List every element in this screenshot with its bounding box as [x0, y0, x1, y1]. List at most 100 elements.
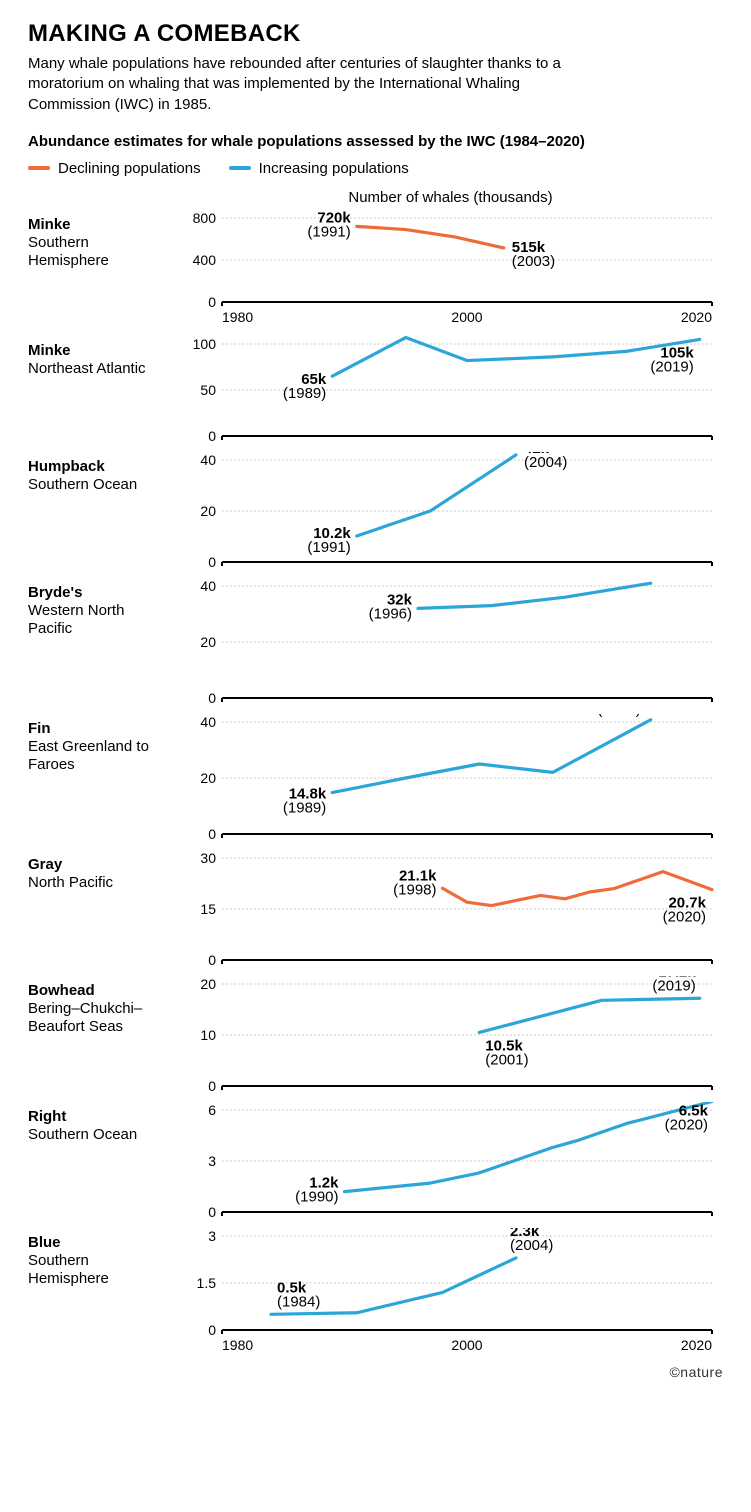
species-name: Gray — [28, 856, 168, 874]
row-label: MinkeNortheast Atlantic — [28, 336, 178, 446]
svg-text:1980: 1980 — [222, 1337, 253, 1353]
chart-row: MinkeSouthern Hemisphere0400800198020002… — [28, 210, 723, 330]
credit-footer: ©nature — [28, 1364, 723, 1380]
svg-text:(2004): (2004) — [524, 454, 567, 471]
species-name: Bryde's — [28, 584, 168, 602]
region-name: Southern Hemisphere — [28, 234, 168, 270]
legend-label-increasing: Increasing populations — [259, 160, 409, 177]
region-name: East Greenland to Faroes — [28, 738, 168, 774]
svg-text:3: 3 — [208, 1228, 216, 1244]
svg-text:0: 0 — [208, 1322, 216, 1338]
row-label: HumpbackSouthern Ocean — [28, 452, 178, 572]
svg-text:3: 3 — [208, 1153, 216, 1169]
legend-swatch-declining — [28, 166, 50, 170]
svg-text:(1998): (1998) — [393, 881, 436, 898]
svg-text:(2015): (2015) — [655, 578, 698, 579]
svg-text:15: 15 — [200, 901, 216, 917]
y-axis-title: Number of whales (thousands) — [28, 189, 723, 206]
svg-text:400: 400 — [193, 252, 217, 268]
chart-subtitle: Abundance estimates for whale population… — [28, 133, 723, 150]
row-label: GrayNorth Pacific — [28, 850, 178, 970]
svg-text:0: 0 — [208, 554, 216, 570]
species-name: Bowhead — [28, 982, 168, 1000]
svg-text:(2001): (2001) — [485, 1051, 528, 1068]
svg-text:(1996): (1996) — [369, 605, 412, 622]
row-label: BowheadBering–Chukchi–Beaufort Seas — [28, 976, 178, 1096]
legend-item-increasing: Increasing populations — [229, 160, 409, 177]
svg-text:(2019): (2019) — [652, 977, 695, 994]
region-name: North Pacific — [28, 874, 168, 892]
legend-label-declining: Declining populations — [58, 160, 201, 177]
chart-row: BlueSouthern Hemisphere 0 1.5 3 1980 2000 2020… — [28, 1228, 723, 1358]
region-name: Southern Ocean — [28, 476, 168, 494]
svg-text:1.5: 1.5 — [197, 1275, 217, 1291]
svg-text:(2004): (2004) — [510, 1237, 553, 1254]
chart-row: HumpbackSouthern Ocean0204010.2k(1991)42… — [28, 452, 723, 572]
row-label: RightSouthern Ocean — [28, 1102, 178, 1222]
chart-plot: 0204032k(1996)41k(2015) — [178, 578, 723, 708]
chart-row: Bryde'sWestern North Pacific0204032k(199… — [28, 578, 723, 708]
legend-item-declining: Declining populations — [28, 160, 201, 177]
svg-text:20: 20 — [200, 503, 216, 519]
charts-container: MinkeSouthern Hemisphere0400800198020002… — [28, 210, 723, 1358]
svg-text:6: 6 — [208, 1102, 216, 1118]
species-name: Minke — [28, 216, 168, 234]
svg-text:(1990): (1990) — [295, 1188, 338, 1205]
species-name: Minke — [28, 342, 168, 360]
svg-text:(1984): (1984) — [277, 1293, 320, 1310]
svg-text:800: 800 — [193, 210, 217, 226]
chart-plot: 0361.2k(1990)6.5k(2020) — [178, 1102, 723, 1222]
svg-text:0: 0 — [208, 826, 216, 842]
svg-text:(1991): (1991) — [307, 539, 350, 556]
svg-text:(1991): (1991) — [307, 223, 350, 240]
chart-row: BowheadBering–Chukchi–Beaufort Seas01020… — [28, 976, 723, 1096]
svg-text:50: 50 — [200, 382, 216, 398]
chart-plot: 0204010.2k(1991)42k(2004) — [178, 452, 723, 572]
svg-text:100: 100 — [193, 336, 217, 352]
legend: Declining populations Increasing populat… — [28, 160, 723, 177]
chart-row: GrayNorth Pacific0153021.1k(1998)20.7k(2… — [28, 850, 723, 970]
svg-text:2000: 2000 — [451, 1337, 482, 1353]
svg-text:0: 0 — [208, 1204, 216, 1220]
species-name: Right — [28, 1108, 168, 1126]
svg-text:40: 40 — [200, 714, 216, 730]
legend-swatch-increasing — [229, 166, 251, 170]
svg-text:0: 0 — [208, 428, 216, 444]
row-label: MinkeSouthern Hemisphere — [28, 210, 178, 330]
svg-text:(2019): (2019) — [650, 358, 693, 375]
chart-plot: 0400800198020002020720k(1991)515k(2003) — [178, 210, 723, 330]
chart-row: MinkeNortheast Atlantic05010065k(1989)10… — [28, 336, 723, 446]
svg-text:40: 40 — [200, 452, 216, 468]
row-label: BlueSouthern Hemisphere — [28, 1228, 178, 1358]
row-label: FinEast Greenland to Faroes — [28, 714, 178, 844]
svg-text:20: 20 — [200, 634, 216, 650]
svg-text:(2020): (2020) — [665, 1116, 708, 1133]
chart-plot: 05010065k(1989)105k(2019) — [178, 336, 723, 446]
svg-text:0: 0 — [208, 1078, 216, 1094]
region-name: Southern Ocean — [28, 1126, 168, 1144]
svg-text:(2003): (2003) — [512, 253, 555, 270]
chart-plot: 0153021.1k(1998)20.7k(2020) — [178, 850, 723, 970]
svg-text:0: 0 — [208, 690, 216, 706]
svg-text:20: 20 — [200, 770, 216, 786]
svg-text:30: 30 — [200, 850, 216, 866]
svg-text:20: 20 — [200, 976, 216, 992]
chart-row: RightSouthern Ocean0361.2k(1990)6.5k(202… — [28, 1102, 723, 1222]
svg-text:(2020): (2020) — [663, 908, 706, 925]
svg-text:1980: 1980 — [222, 309, 253, 325]
svg-text:2020: 2020 — [681, 1337, 712, 1353]
region-name: Bering–Chukchi–Beaufort Seas — [28, 1000, 168, 1036]
chart-row: FinEast Greenland to Faroes0204014.8k(19… — [28, 714, 723, 844]
svg-text:2020: 2020 — [681, 309, 712, 325]
svg-text:(1989): (1989) — [283, 385, 326, 402]
svg-text:0: 0 — [208, 952, 216, 968]
chart-plot: 0204014.8k(1989)40.8k(2015) — [178, 714, 723, 844]
species-name: Blue — [28, 1234, 168, 1252]
species-name: Humpback — [28, 458, 168, 476]
species-name: Fin — [28, 720, 168, 738]
page-subtitle: Many whale populations have rebounded af… — [28, 54, 588, 115]
svg-text:40: 40 — [200, 578, 216, 594]
region-name: Northeast Atlantic — [28, 360, 168, 378]
chart-plot: 01.531980200020200.5k(1984)2.3k(2004) — [178, 1228, 723, 1358]
chart-plot: 0102010.5k(2001)17.2k(2019) — [178, 976, 723, 1096]
